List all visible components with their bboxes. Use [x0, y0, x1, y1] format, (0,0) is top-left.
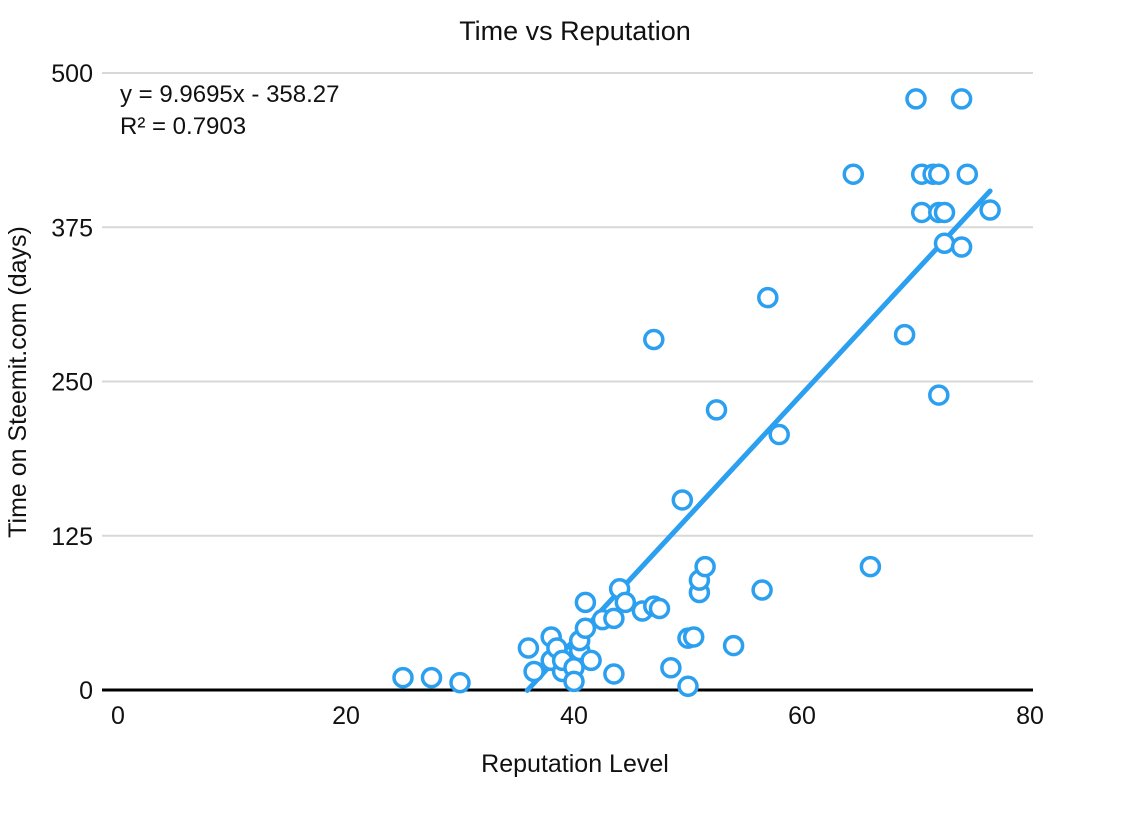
data-point	[928, 384, 950, 406]
data-point	[580, 649, 602, 672]
data-point	[523, 660, 545, 683]
x-tick-label: 0	[111, 702, 125, 730]
y-tick-label: 375	[51, 214, 93, 242]
data-point	[677, 675, 699, 698]
gridlines-group	[102, 72, 1033, 692]
y-tick-label: 500	[51, 60, 93, 88]
data-point	[643, 328, 665, 351]
data-point	[694, 555, 716, 578]
x-axis-label: Reputation Level	[481, 750, 669, 778]
data-point	[950, 88, 973, 110]
y-tick-label: 250	[51, 369, 93, 397]
x-tick-label: 60	[788, 702, 816, 730]
data-point	[950, 236, 973, 258]
y-axis-label: Time on Steemit.com (days)	[4, 226, 32, 538]
trendline-equation: y = 9.9695x - 358.27	[120, 81, 340, 108]
chart-title: Time vs Reputation	[459, 16, 691, 46]
data-point	[859, 555, 882, 578]
data-point	[979, 199, 1001, 221]
trend-line	[524, 188, 993, 693]
data-point	[574, 617, 597, 640]
data-point	[928, 163, 950, 185]
data-point	[671, 489, 694, 511]
x-axis-tick-labels: 0 20 40 60 80	[111, 702, 1044, 730]
r-squared-label: R² = 0.7903	[120, 113, 246, 140]
data-point	[905, 88, 927, 110]
data-point	[893, 323, 916, 346]
data-point	[563, 670, 585, 693]
x-tick-label: 20	[332, 702, 360, 730]
data-point	[660, 657, 682, 679]
data-point	[392, 666, 414, 689]
data-point	[757, 286, 779, 309]
data-point	[648, 597, 671, 620]
data-point	[910, 201, 933, 224]
data-point	[574, 591, 597, 614]
data-point	[449, 671, 471, 694]
data-point	[933, 232, 956, 255]
y-axis-tick-labels: 0 125 250 375 500	[51, 60, 93, 705]
data-point	[722, 634, 745, 657]
y-tick-label: 0	[79, 677, 93, 705]
trendline-group	[524, 188, 993, 693]
data-point	[603, 663, 625, 685]
data-point	[603, 607, 625, 630]
data-point	[956, 163, 979, 185]
data-point	[842, 163, 865, 185]
data-point	[614, 591, 637, 614]
data-point	[768, 423, 790, 446]
data-points-group	[392, 88, 1001, 698]
data-point	[682, 626, 705, 648]
data-point	[517, 637, 540, 659]
x-tick-label: 40	[560, 702, 588, 730]
data-point	[933, 201, 956, 224]
data-point	[751, 579, 773, 601]
data-point	[420, 666, 443, 689]
data-point	[705, 399, 728, 421]
y-tick-label: 125	[51, 523, 93, 551]
x-tick-label: 80	[1016, 702, 1044, 730]
